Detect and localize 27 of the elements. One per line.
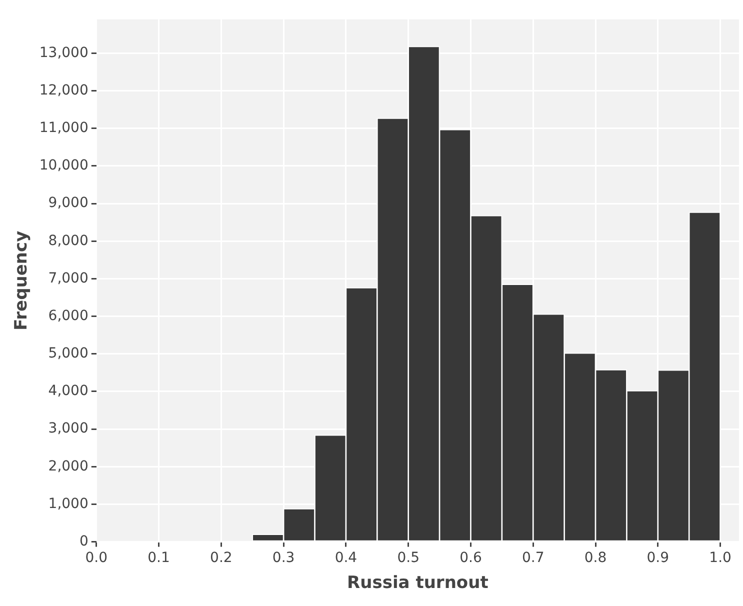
y-tick-label: 9,000: [48, 195, 88, 212]
x-tick-label: 0.1: [148, 550, 170, 566]
y-tick-label: 1,000: [48, 496, 88, 512]
y-tick-label: 12,000: [39, 82, 88, 98]
y-tick-label: 7,000: [48, 270, 88, 286]
y-tick-label: 2,000: [48, 458, 88, 474]
y-tick-label: 13,000: [39, 44, 88, 61]
y-axis-title: Frequency: [12, 230, 32, 330]
x-tick-label: 0.6: [460, 550, 482, 566]
x-tick-label: 0.9: [646, 550, 670, 566]
y-tick-label: 4,000: [48, 383, 88, 400]
x-tick-label: 1.0: [709, 550, 732, 566]
x-tick-label: 0.2: [210, 550, 232, 566]
y-tick-label: 3,000: [48, 420, 88, 437]
y-tick-label: 5,000: [48, 346, 88, 362]
x-tick-label: 0.8: [584, 550, 607, 566]
y-tick-label: 8,000: [48, 232, 88, 249]
x-axis-title: Russia turnout: [347, 573, 488, 594]
y-tick-label: 11,000: [39, 120, 88, 136]
x-tick-label: 0.3: [272, 550, 295, 566]
y-tick-label: 6,000: [48, 308, 88, 324]
y-tick-label: 0: [79, 533, 88, 550]
x-tick-label: 0.7: [522, 550, 544, 566]
x-tick-label: 0.5: [397, 550, 420, 566]
x-tick-label: 0.4: [334, 550, 358, 566]
x-tick-label: 0.0: [85, 550, 108, 566]
y-tick-label: 10,000: [39, 158, 88, 174]
